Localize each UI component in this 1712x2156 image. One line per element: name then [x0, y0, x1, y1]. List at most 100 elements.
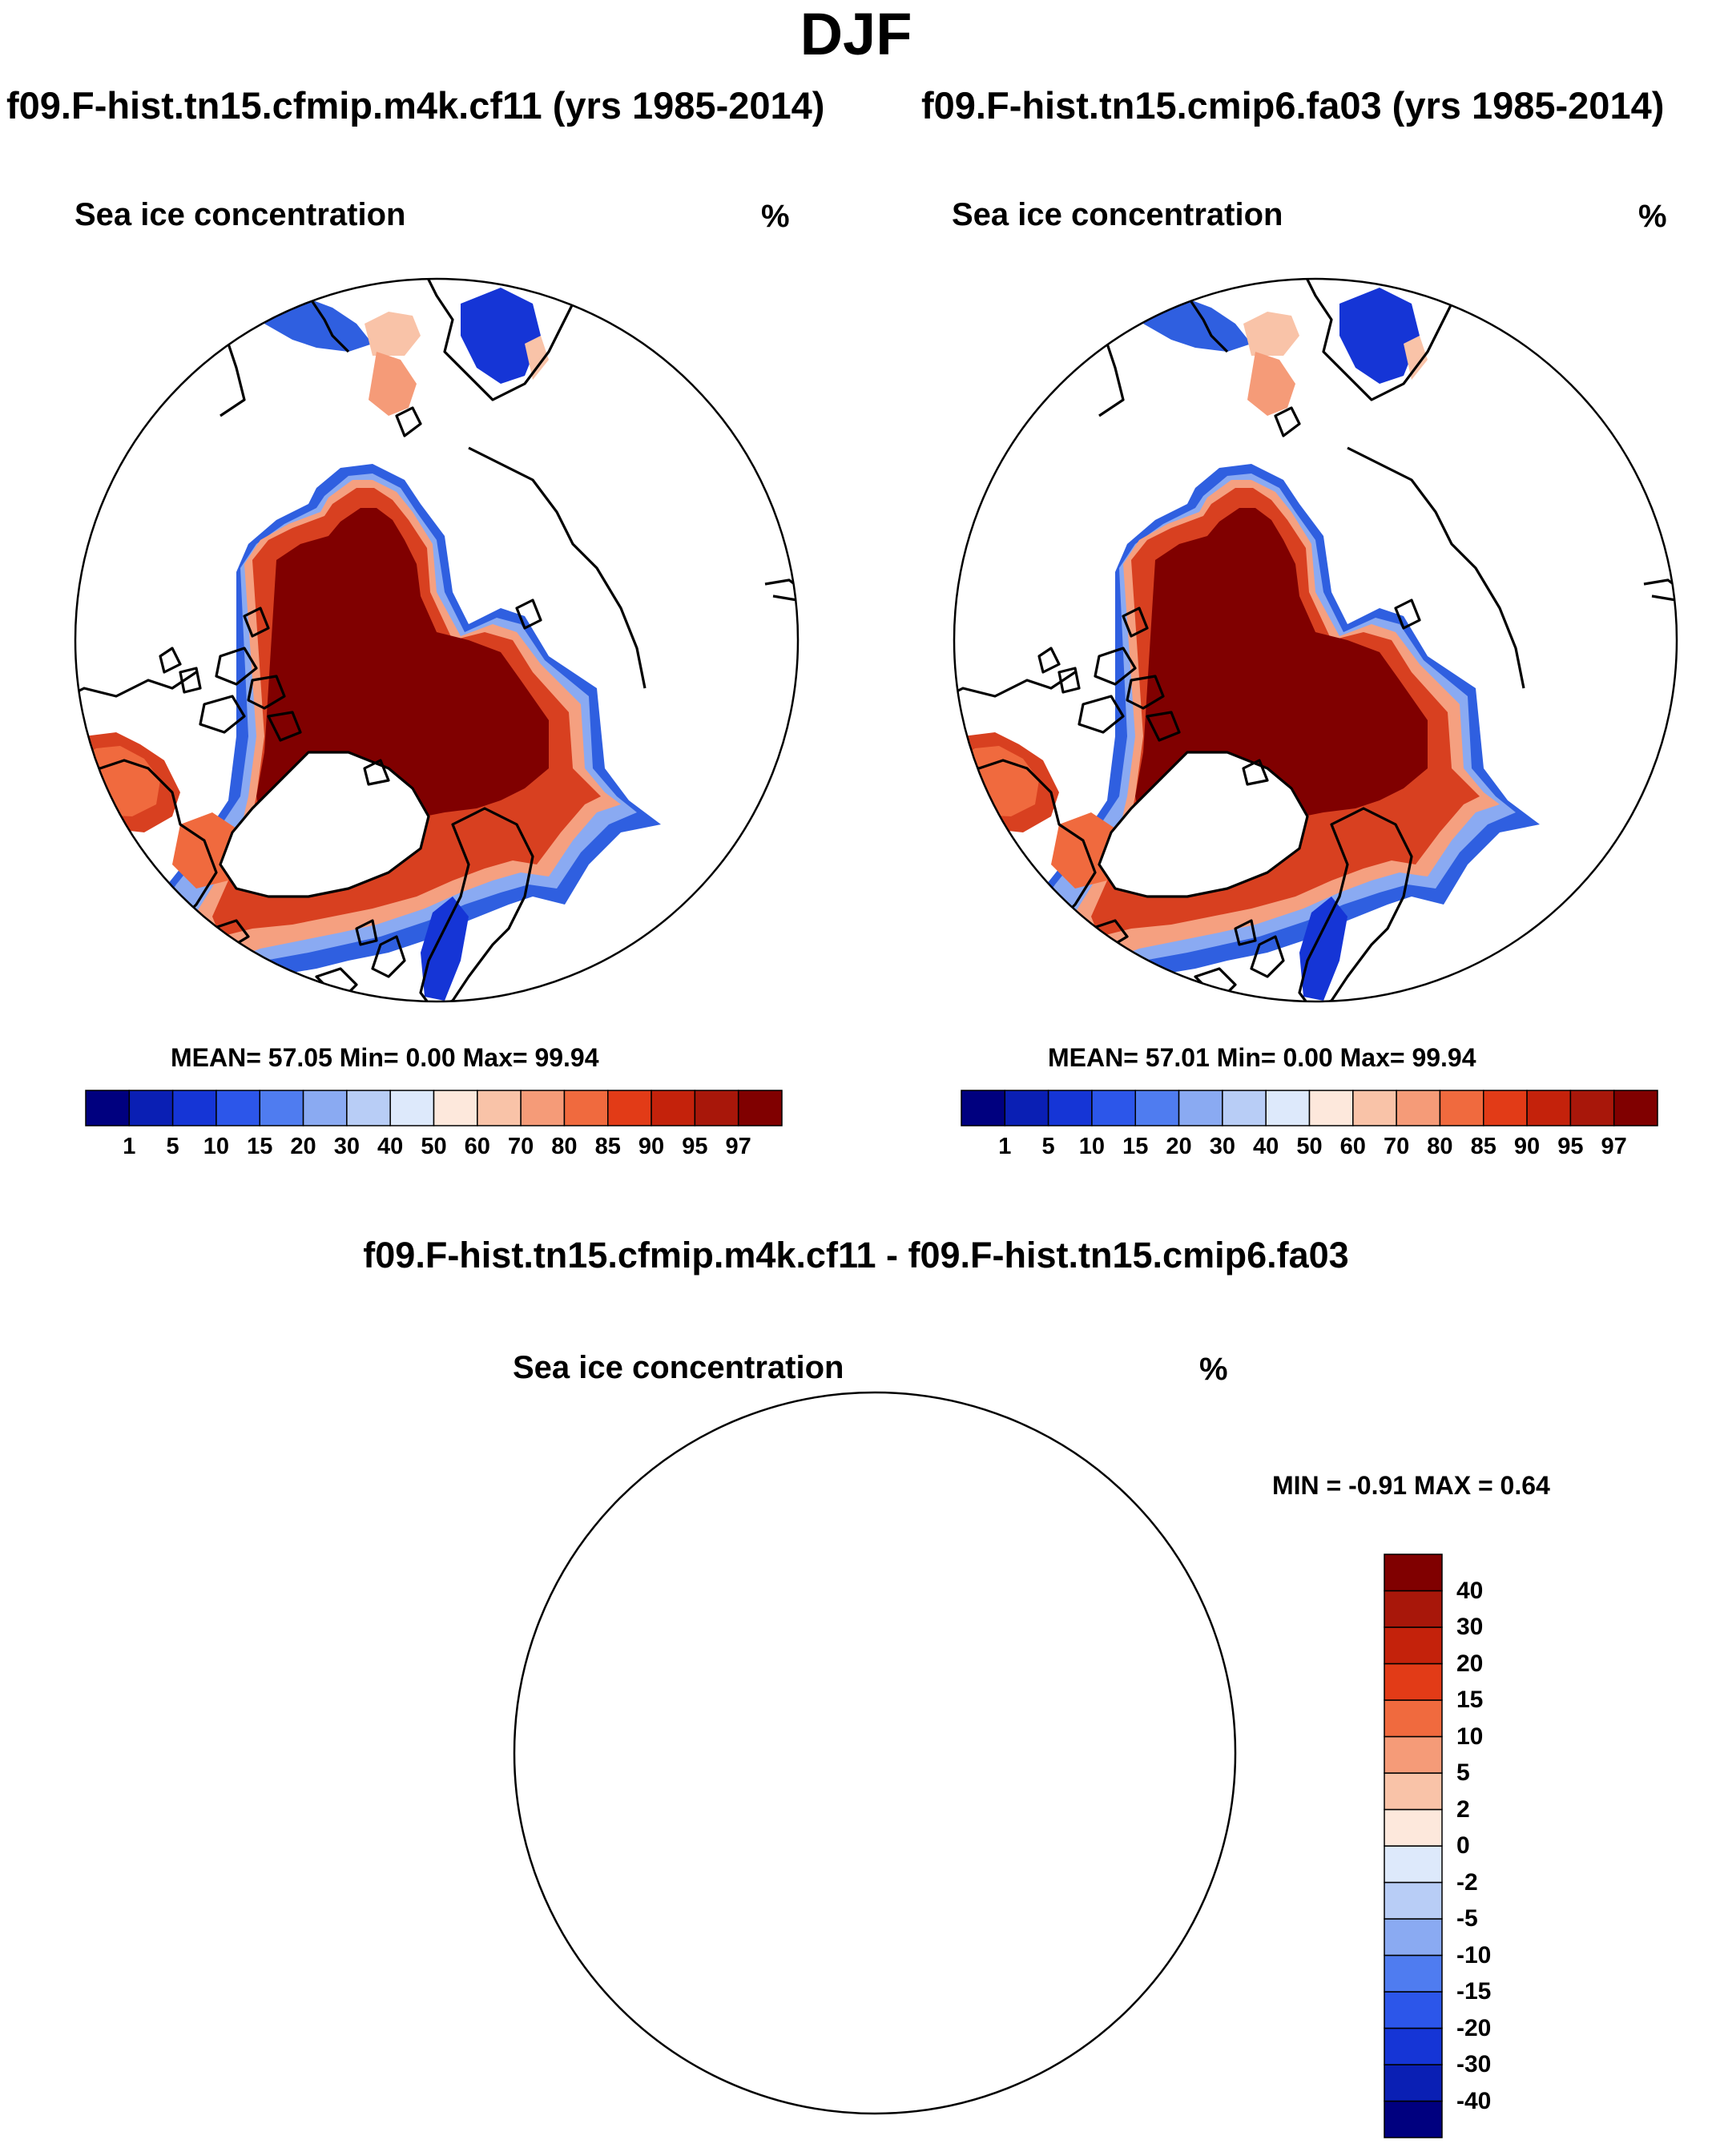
panel-1-colorbar-cell-5	[302, 1090, 348, 1126]
panel-1-colorbar-cell-3	[216, 1090, 260, 1126]
panel-1-colorbar-cell-6	[346, 1090, 391, 1126]
diff-panel-title: f09.F-hist.tn15.cfmip.m4k.cf11 - f09.F-h…	[363, 1235, 1349, 1275]
diff-colorbar-cell-2	[1384, 2027, 1443, 2065]
panel-2-colorbar-tick-label: 95	[1557, 1134, 1584, 1159]
panel-2-colorbar-cell-2	[1047, 1090, 1093, 1126]
panel-1-colorbar-cell-15	[737, 1090, 783, 1126]
diff-stats: MIN = -0.91 MAX = 0.64	[1272, 1471, 1550, 1500]
panel-1-colorbar-tick-label: 30	[333, 1134, 360, 1159]
panel-1-colorbar-tick-label: 20	[290, 1134, 316, 1159]
panel-1-colorbar-cell-0	[85, 1090, 131, 1126]
panel-1-colorbar-tick-label: 50	[421, 1134, 447, 1159]
panel-2-colorbar-cell-4	[1134, 1090, 1180, 1126]
panel-1-colorbar-cell-12	[607, 1090, 652, 1126]
diff-colorbar-cell-3	[1384, 1991, 1443, 2029]
panel-2-colorbar-tick-label: 60	[1339, 1134, 1366, 1159]
panel-2-colorbar-cell-14	[1569, 1090, 1615, 1126]
panel-2-colorbar-cell-11	[1439, 1090, 1484, 1126]
diff-colorbar-cell-9	[1384, 1772, 1443, 1811]
panel-1-colorbar-cell-14	[694, 1090, 739, 1126]
panel-2-map	[953, 277, 1678, 1003]
panel-1-colorbar-tick-label: 5	[166, 1134, 179, 1159]
panel-1-colorbar	[85, 1090, 783, 1126]
panel-2-case-title: f09.F-hist.tn15.cmip6.fa03 (yrs 1985-201…	[921, 84, 1665, 127]
diff-colorbar-tick-label: -5	[1456, 1905, 1478, 1932]
diff-units: %	[1199, 1352, 1228, 1387]
panel-1-colorbar-cell-11	[563, 1090, 609, 1126]
panel-1-case-title: f09.F-hist.tn15.cfmip.m4k.cf11 (yrs 1985…	[6, 84, 825, 127]
panel-1-colorbar-cell-8	[433, 1090, 478, 1126]
diff-colorbar-cell-11	[1384, 1699, 1443, 1738]
panel-2-colorbar-cell-5	[1178, 1090, 1223, 1126]
panel-1-colorbar-cell-4	[259, 1090, 304, 1126]
diff-colorbar-tick-label: 15	[1456, 1687, 1484, 1713]
panel-2-map-border	[953, 277, 1678, 1003]
panel-2-colorbar-cell-15	[1613, 1090, 1658, 1126]
diff-map-border	[513, 1391, 1237, 2115]
diff-colorbar-cell-0	[1384, 2100, 1443, 2138]
panel-1-colorbar-tick-label: 15	[247, 1134, 273, 1159]
diff-colorbar-cell-8	[1384, 1808, 1443, 1847]
panel-1-colorbar-tick-label: 95	[682, 1134, 708, 1159]
panel-1-colorbar-tick-label: 85	[594, 1134, 621, 1159]
diff-colorbar	[1384, 1554, 1443, 2138]
diff-colorbar-tick-label: -40	[1456, 2087, 1492, 2114]
diff-colorbar-tick-label: -10	[1456, 1941, 1492, 1969]
diff-colorbar-tick-label: 0	[1456, 1832, 1470, 1859]
season-title: DJF	[800, 1, 912, 67]
panel-2-colorbar-tick-label: 1	[998, 1134, 1012, 1159]
diff-colorbar-cell-10	[1384, 1735, 1443, 1774]
diff-colorbar-cell-14	[1384, 1590, 1443, 1628]
diff-colorbar-cell-13	[1384, 1626, 1443, 1665]
panel-2-colorbar-cell-9	[1352, 1090, 1397, 1126]
diff-colorbar-tick-label: 30	[1456, 1614, 1484, 1640]
panel-2-colorbar-tick-label: 70	[1383, 1134, 1410, 1159]
panel-2-colorbar-tick-label: 80	[1427, 1134, 1453, 1159]
panel-2-colorbar-tick-label: 10	[1078, 1134, 1106, 1159]
diff-colorbar-tick-label: 2	[1456, 1795, 1470, 1823]
panel-1-field-label: Sea ice concentration	[75, 197, 406, 232]
panel-2-colorbar-tick-label: 40	[1253, 1134, 1279, 1159]
panel-2-stats: MEAN= 57.01 Min= 0.00 Max= 99.94	[1048, 1043, 1476, 1072]
diff-colorbar-cell-7	[1384, 1845, 1443, 1884]
panel-2-colorbar-tick-label: 5	[1041, 1134, 1055, 1159]
diff-colorbar-cell-6	[1384, 1881, 1443, 1920]
panel-2-colorbar-tick-label: 50	[1296, 1134, 1323, 1159]
panel-1-stats: MEAN= 57.05 Min= 0.00 Max= 99.94	[171, 1043, 599, 1072]
diff-colorbar-tick-label: 10	[1456, 1723, 1484, 1750]
diff-colorbar-cell-1	[1384, 2064, 1443, 2102]
diff-colorbar-cell-15	[1384, 1554, 1443, 1592]
diff-colorbar-tick-label: -30	[1456, 2051, 1492, 2077]
panel-2-colorbar-cell-1	[1004, 1090, 1049, 1126]
panel-1-colorbar-tick-label: 1	[123, 1134, 136, 1159]
panel-1-colorbar-tick-label: 97	[725, 1134, 751, 1159]
panel-2-colorbar-tick-label: 20	[1166, 1134, 1192, 1159]
diff-colorbar-cell-4	[1384, 1954, 1443, 1993]
panel-2-colorbar-tick-label: 90	[1513, 1134, 1541, 1159]
diff-colorbar-tick-label: -15	[1456, 1978, 1492, 2005]
panel-2-colorbar-cell-13	[1526, 1090, 1572, 1126]
panel-2-field-label: Sea ice concentration	[952, 197, 1283, 232]
panel-1-colorbar-cell-1	[128, 1090, 174, 1126]
panel-1-colorbar-tick-label: 90	[638, 1134, 665, 1159]
panel-2-colorbar-tick-label: 85	[1470, 1134, 1496, 1159]
diff-colorbar-tick-label: 5	[1456, 1759, 1470, 1786]
panel-1-map	[74, 277, 800, 1003]
panel-1-colorbar-tick-label: 70	[507, 1134, 534, 1159]
panel-2-units: %	[1638, 199, 1667, 234]
panel-1-colorbar-cell-9	[477, 1090, 522, 1126]
panel-2-colorbar-tick-label: 97	[1601, 1134, 1627, 1159]
panel-2-colorbar-cell-8	[1308, 1090, 1354, 1126]
diff-colorbar-tick-label: -20	[1456, 2014, 1492, 2041]
panel-1-colorbar-cell-13	[651, 1090, 696, 1126]
panel-2-colorbar	[961, 1090, 1658, 1126]
panel-1-colorbar-cell-2	[171, 1090, 217, 1126]
panel-2-colorbar-cell-7	[1265, 1090, 1311, 1126]
panel-1-colorbar-cell-10	[520, 1090, 566, 1126]
panel-1-map-border	[74, 277, 800, 1003]
panel-1-colorbar-tick-label: 80	[551, 1134, 578, 1159]
panel-1-colorbar-tick-label: 60	[464, 1134, 490, 1159]
diff-colorbar-cell-5	[1384, 1918, 1443, 1957]
panel-2-colorbar-cell-0	[961, 1090, 1006, 1126]
